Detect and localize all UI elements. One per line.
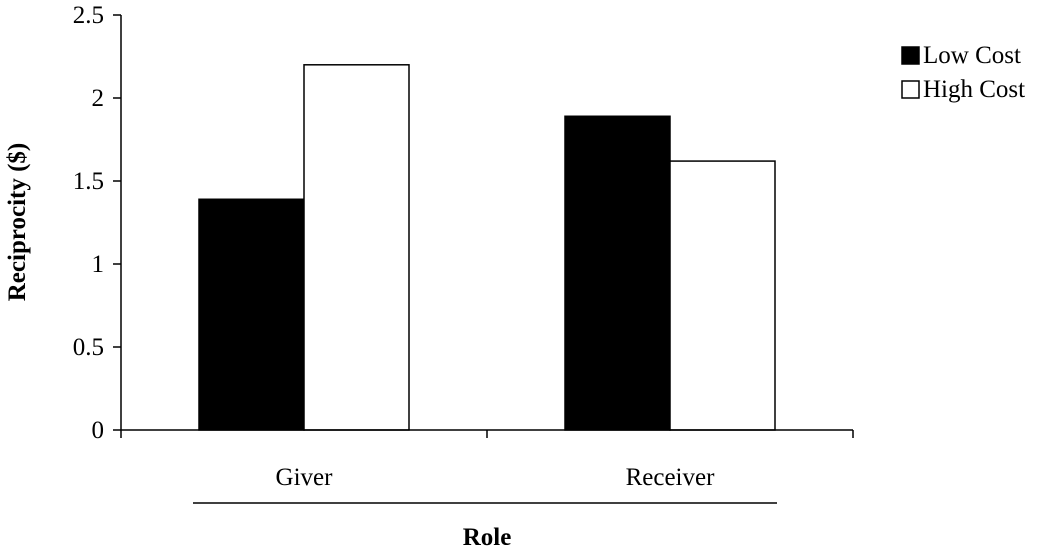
bar-high-cost (669, 160, 776, 431)
x-category-label: Receiver (626, 464, 716, 491)
x-category-label: Giver (276, 464, 334, 491)
y-tick-label: 1.5 (73, 168, 104, 195)
legend: Low Cost High Cost (901, 42, 1025, 103)
y-tick-label: 0.5 (73, 334, 104, 361)
bar-low-cost (564, 115, 671, 431)
y-tick-label: 2 (92, 85, 105, 112)
legend-swatch (901, 46, 920, 65)
x-categories-group: Giver Receiver (120, 430, 854, 491)
legend-label: Low Cost (923, 42, 1021, 69)
bar-high-cost (303, 64, 410, 431)
y-tick-label: 2.5 (73, 2, 104, 29)
bars-group (198, 64, 776, 431)
y-tick-label: 1 (92, 251, 105, 278)
y-axis-title: Reciprocity ($) (4, 143, 31, 302)
legend-label: High Cost (923, 76, 1025, 103)
legend-swatch (901, 80, 920, 99)
y-tick-label: 0 (92, 417, 105, 444)
bar-low-cost (198, 198, 305, 431)
y-ticks-group: 0 0.5 1 1.5 2 2.5 (73, 2, 121, 444)
x-axis-title: Role (463, 524, 512, 550)
